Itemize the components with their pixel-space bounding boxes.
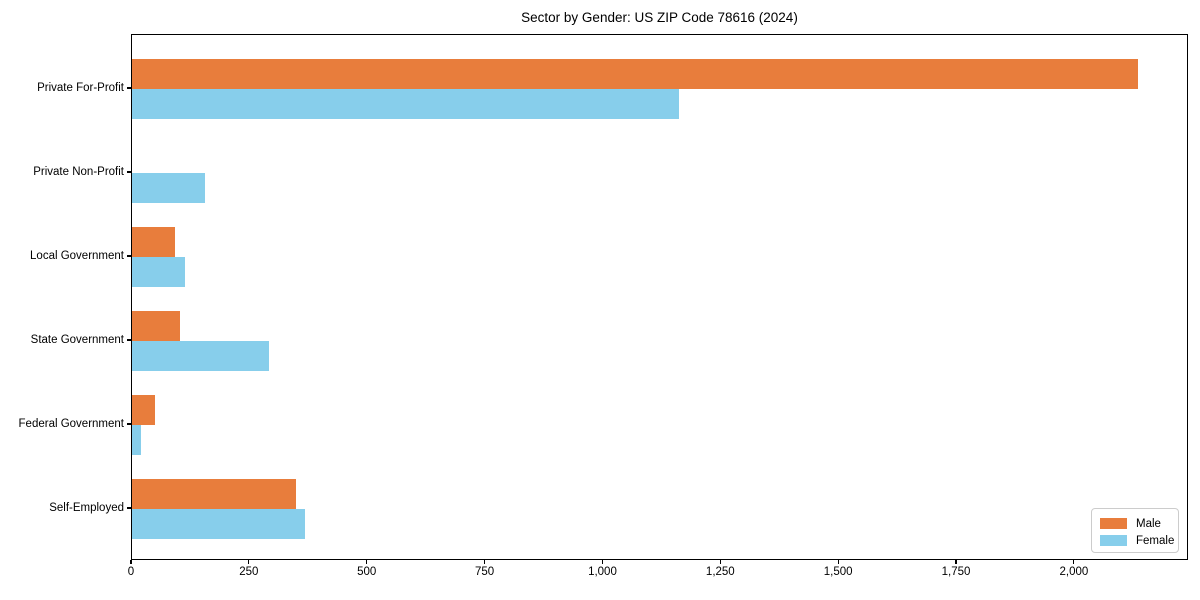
y-tick-label: Local Government <box>30 250 124 262</box>
bar-male-4 <box>132 311 180 341</box>
x-tick-mark <box>366 560 368 564</box>
x-tick-label: 2,000 <box>1059 566 1089 578</box>
bar-male-3 <box>132 227 176 257</box>
bar-female-6 <box>132 509 306 539</box>
y-tick-mark <box>127 255 131 257</box>
x-tick-mark <box>483 560 486 564</box>
x-tick-mark <box>955 560 957 564</box>
legend-item-female: Female <box>1100 532 1174 549</box>
x-tick-mark <box>601 560 604 564</box>
chart-title: Sector by Gender: US ZIP Code 78616 (202… <box>521 10 798 25</box>
bar-female-5 <box>132 425 141 455</box>
bar-female-3 <box>132 257 186 287</box>
legend-label-male: Male <box>1136 517 1161 530</box>
y-tick-mark <box>127 87 131 89</box>
y-tick-label: Private For-Profit <box>37 82 124 94</box>
x-tick-label: 1,250 <box>705 566 735 578</box>
x-tick-label: 1,500 <box>823 566 853 578</box>
bar-male-6 <box>132 479 296 509</box>
x-tick-mark <box>1073 560 1075 564</box>
legend-label-female: Female <box>1136 534 1175 547</box>
bar-male-1 <box>132 59 1139 89</box>
x-tick-mark <box>130 560 132 564</box>
x-tick-label: 500 <box>357 566 377 578</box>
bar-female-1 <box>132 89 679 119</box>
bar-female-4 <box>132 341 269 371</box>
plot-area <box>131 34 1188 560</box>
bar-female-2 <box>132 173 205 203</box>
legend-item-male: Male <box>1100 515 1170 532</box>
y-tick-label: Private Non-Profit <box>33 166 124 178</box>
bar-male-5 <box>132 395 155 425</box>
y-tick-mark <box>127 339 131 341</box>
x-tick-label: 750 <box>474 566 495 578</box>
x-tick-mark <box>837 560 839 564</box>
y-tick-label: Self-Employed <box>49 502 124 514</box>
x-tick-label: 1,000 <box>588 566 617 578</box>
y-tick-label: Federal Government <box>18 418 124 430</box>
legend: Male Female <box>1091 508 1179 553</box>
y-tick-mark <box>127 507 131 509</box>
y-tick-mark <box>127 423 131 425</box>
x-tick-label: 0 <box>127 566 135 578</box>
y-tick-mark <box>127 171 131 173</box>
female-swatch-icon <box>1100 535 1127 546</box>
x-tick-mark <box>719 560 721 564</box>
y-tick-label: State Government <box>30 334 124 346</box>
x-tick-label: 250 <box>239 566 259 578</box>
x-tick-label: 1,750 <box>941 566 971 578</box>
male-swatch-icon <box>1100 518 1127 529</box>
x-tick-mark <box>248 560 250 564</box>
